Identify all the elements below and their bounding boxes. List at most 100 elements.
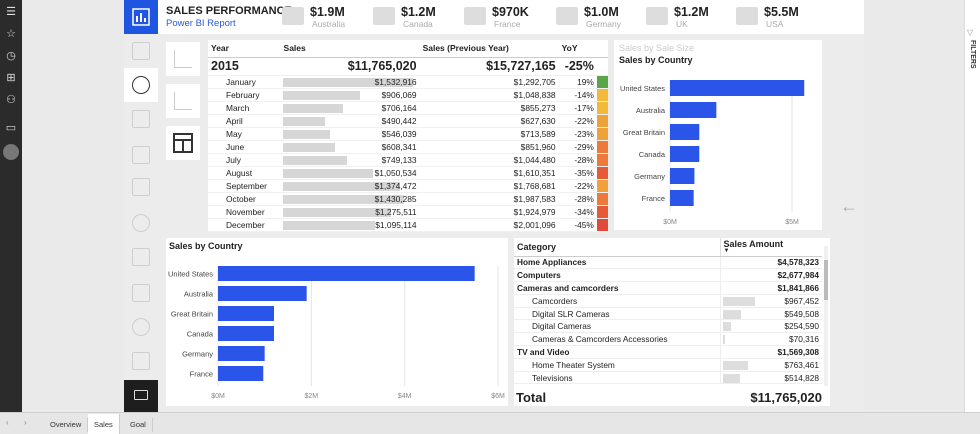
column-chart-icon (174, 92, 192, 110)
avatar[interactable] (3, 144, 19, 160)
matrix-row: April $490,442 $627,630 -22% (208, 114, 608, 128)
favorites-icon[interactable]: ☆ (6, 28, 16, 40)
month-cell[interactable]: December (208, 218, 281, 232)
month-cell[interactable]: July (208, 153, 281, 167)
chat-button[interactable] (124, 380, 158, 412)
kpi-value: $5.5M (764, 5, 799, 19)
bar-great-britain[interactable] (218, 306, 274, 321)
category-row[interactable]: Televisions $514,828 (514, 371, 822, 385)
sales-value: $1,050,534 (374, 167, 417, 178)
calendar-icon[interactable] (132, 284, 150, 302)
bar-united-states[interactable] (218, 266, 475, 281)
category-row[interactable]: TV and Video $1,569,308 (514, 345, 822, 359)
col-amount[interactable]: Sales Amount ▼ (719, 238, 822, 257)
table-scrollbar[interactable] (824, 246, 828, 386)
bar-australia[interactable] (670, 102, 717, 118)
cart-icon[interactable] (132, 146, 150, 164)
bar-united-states[interactable] (670, 80, 805, 96)
arrow-left-icon[interactable]: ← (840, 196, 858, 216)
category-row[interactable]: Computers $2,677,984 (514, 268, 822, 283)
left-margin (22, 0, 124, 412)
rocket-icon[interactable] (132, 352, 150, 370)
yoy-color-chip (596, 192, 608, 206)
month-cell[interactable]: November (208, 205, 281, 219)
presentation-icon[interactable] (132, 42, 150, 60)
filters-pane[interactable]: ▽ FILTERS (964, 0, 980, 412)
category-row[interactable]: Home Appliances $4,578,323 (514, 256, 822, 270)
bar-great-britain[interactable] (670, 124, 700, 140)
amount-value: $549,508 (784, 308, 819, 319)
warehouse-icon[interactable] (132, 178, 150, 196)
amount-cell: $514,828 (719, 371, 822, 385)
category-row[interactable]: Cameras and camcorders $1,841,866 (514, 281, 822, 295)
sales-databar (282, 168, 373, 178)
prev-page-icon[interactable]: ‹ (6, 418, 9, 427)
inbox-icon[interactable] (132, 110, 150, 128)
bar-germany[interactable] (670, 168, 695, 184)
discount-icon[interactable] (132, 214, 150, 232)
yoy-cell: 19% (558, 75, 597, 89)
category-label: Canada (639, 150, 666, 159)
month-cell[interactable]: May (208, 127, 281, 141)
bar-france[interactable] (670, 190, 694, 206)
category-row[interactable]: Digital Cameras $254,590 (514, 319, 822, 334)
tab-goal[interactable]: Goal (124, 418, 153, 432)
month-cell[interactable]: January (208, 75, 281, 89)
sales-databar (282, 220, 375, 230)
sales-cell: $1,430,285 (280, 192, 420, 206)
category-row[interactable]: Cameras & Camcorders Accessories $70,316 (514, 332, 822, 347)
month-cell[interactable]: October (208, 192, 281, 206)
shared-icon[interactable]: ⚇ (6, 94, 16, 106)
table-toggle[interactable] (166, 126, 200, 160)
target-icon[interactable] (132, 318, 150, 336)
col-category[interactable]: Category (514, 238, 720, 257)
amount-databar (722, 322, 731, 332)
month-cell[interactable]: March (208, 101, 281, 115)
month-cell[interactable]: April (208, 114, 281, 128)
kpi-usa: $5.5M USA (736, 3, 826, 31)
category-name: Home Appliances (514, 256, 720, 270)
ghost-chart-title: Sales by Sale Size (619, 43, 695, 53)
next-page-icon[interactable]: › (24, 418, 27, 427)
month-cell[interactable]: August (208, 166, 281, 180)
category-table: Category Sales Amount ▼ Home Appliances $4… (514, 238, 830, 406)
col-year[interactable]: Year (208, 40, 281, 58)
recent-icon[interactable]: ◷ (6, 50, 16, 62)
amount-value: $254,590 (784, 321, 819, 332)
tab-overview[interactable]: Overview (44, 418, 89, 432)
tab-sales[interactable]: Sales (88, 414, 120, 434)
line-chart-icon (174, 50, 192, 68)
bar-germany[interactable] (218, 346, 265, 361)
month-cell[interactable]: February (208, 88, 281, 102)
column-chart-toggle[interactable] (166, 84, 200, 118)
bar-chart-icon[interactable] (132, 248, 150, 266)
menu-icon[interactable]: ☰ (6, 6, 16, 18)
yoy-color-chip (596, 205, 608, 219)
amount-cell: $549,508 (719, 307, 822, 321)
month-cell[interactable]: September (208, 179, 281, 193)
category-name: Camcorders (514, 294, 720, 308)
category-row[interactable]: Camcorders $967,452 (514, 294, 822, 308)
bar-france[interactable] (218, 366, 264, 381)
col-yoy[interactable]: YoY (558, 40, 597, 58)
col-prev[interactable]: Sales (Previous Year) (419, 40, 559, 58)
yoy-color-chip (596, 88, 608, 102)
amount-value: $1,569,308 (777, 346, 819, 357)
category-label: Great Britain (623, 128, 665, 137)
line-chart-toggle[interactable] (166, 42, 200, 76)
prev-cell: $1,987,583 (419, 192, 559, 206)
workspaces-icon[interactable]: ▭ (5, 122, 17, 134)
bar-australia[interactable] (218, 286, 307, 301)
bar-canada[interactable] (218, 326, 274, 341)
col-sales[interactable]: Sales (280, 40, 420, 58)
category-row[interactable]: Digital SLR Cameras $549,508 (514, 307, 822, 321)
month-cell[interactable]: June (208, 140, 281, 154)
money-hand-icon[interactable] (132, 76, 150, 94)
bar-canada[interactable] (670, 146, 700, 162)
category-row[interactable]: Home Theater System $763,461 (514, 358, 822, 372)
apps-icon[interactable]: ⊞ (6, 72, 16, 84)
year-value[interactable]: 2015 (208, 57, 281, 76)
category-label: Germany (634, 172, 665, 181)
sales-cell: $1,095,114 (280, 218, 420, 232)
category-name: Home Theater System (514, 358, 720, 372)
